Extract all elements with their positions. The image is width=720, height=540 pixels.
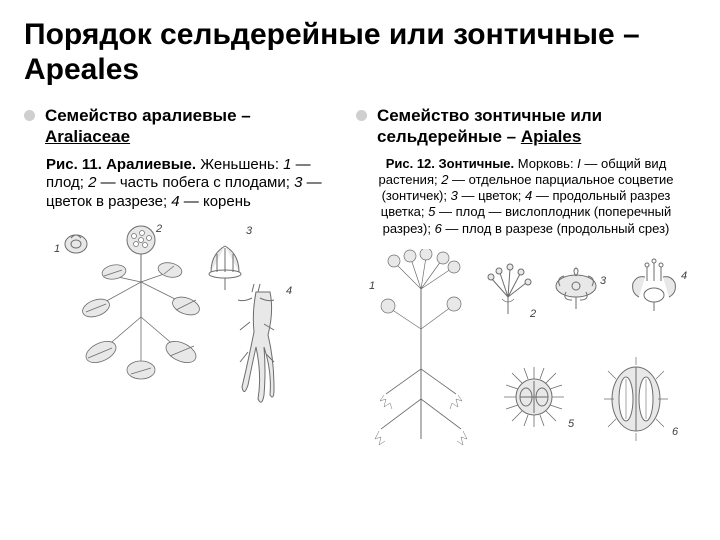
left-family-latin: Araliaceae [45, 127, 130, 146]
right-column: Семейство зонтичные или сельдерейные – A… [356, 105, 696, 469]
svg-text:4: 4 [286, 285, 292, 297]
bullet-icon [356, 110, 367, 121]
svg-text:4: 4 [681, 270, 687, 282]
svg-text:5: 5 [568, 418, 575, 430]
svg-text:1: 1 [54, 243, 60, 255]
right-family-text: Семейство зонтичные или сельдерейные – A… [377, 105, 696, 148]
left-description: Рис. 11. Аралиевые. Женьшень: 1 — плод; … [24, 156, 324, 212]
content-columns: Семейство аралиевые – Araliaceae Рис. 11… [24, 105, 696, 469]
right-family-line: Семейство зонтичные или сельдерейные – A… [356, 105, 696, 148]
svg-text:3: 3 [246, 225, 253, 237]
right-description: Рис. 12. Зонтичные. Морковь: I — общий в… [356, 156, 696, 237]
left-family-text: Семейство аралиевые – Araliaceae [45, 105, 324, 148]
slide-title: Порядок сельдерейные или зонтичные – Ape… [24, 18, 696, 87]
left-illustration: 1 [46, 222, 306, 457]
svg-text:1: 1 [369, 280, 375, 292]
bullet-icon [24, 110, 35, 121]
left-family-line: Семейство аралиевые – Araliaceae [24, 105, 324, 148]
left-column: Семейство аралиевые – Araliaceae Рис. 11… [24, 105, 324, 469]
left-family-prefix: Семейство аралиевые – [45, 106, 251, 125]
right-illustration: 1 2 [356, 249, 696, 469]
svg-text:3: 3 [600, 275, 607, 287]
svg-text:2: 2 [155, 223, 162, 235]
svg-text:2: 2 [529, 308, 536, 320]
right-family-latin: Apiales [521, 127, 581, 146]
svg-text:6: 6 [672, 426, 679, 438]
